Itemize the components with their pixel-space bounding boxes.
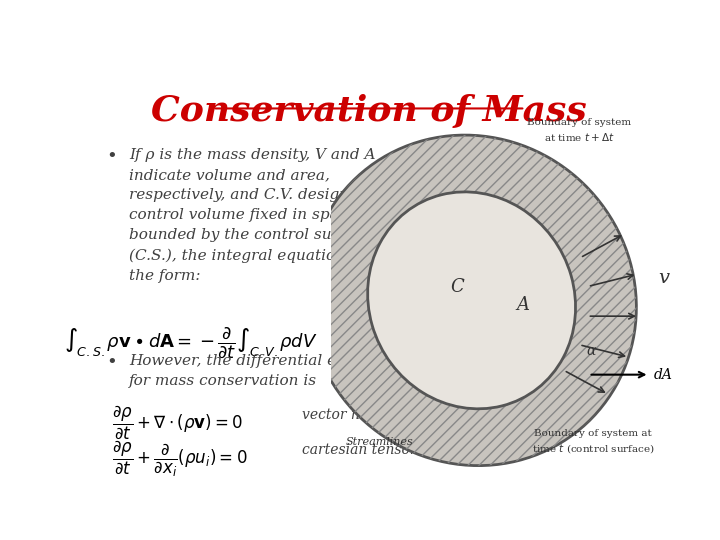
Text: vector notation: vector notation <box>302 408 410 422</box>
Text: Conservation of Mass: Conservation of Mass <box>151 94 587 128</box>
Text: •: • <box>107 148 117 166</box>
Text: time $t$ (control surface): time $t$ (control surface) <box>531 442 655 455</box>
Text: α: α <box>587 344 596 358</box>
Text: $\int_{C.S.} \rho \mathbf{v} \bullet d\mathbf{A} = -\dfrac{\partial}{\partial t}: $\int_{C.S.} \rho \mathbf{v} \bullet d\m… <box>63 325 318 360</box>
Ellipse shape <box>307 135 636 465</box>
Text: at time $t + \Delta t$: at time $t + \Delta t$ <box>544 131 615 143</box>
Text: Boundary of system: Boundary of system <box>527 118 631 127</box>
Text: Streamlines: Streamlines <box>346 437 413 447</box>
Text: A: A <box>516 296 530 314</box>
Text: C: C <box>451 278 464 296</box>
Text: $\dfrac{\partial \rho}{\partial t} + \nabla \cdot (\rho \mathbf{v}) = 0$: $\dfrac{\partial \rho}{\partial t} + \na… <box>112 404 243 441</box>
Ellipse shape <box>368 192 575 409</box>
Text: dA: dA <box>654 368 673 382</box>
Text: $\dfrac{\partial \rho}{\partial t} + \dfrac{\partial}{\partial x_i}(\rho u_i) = : $\dfrac{\partial \rho}{\partial t} + \df… <box>112 439 248 479</box>
Text: v: v <box>658 269 669 287</box>
Text: •: • <box>107 354 117 372</box>
Text: If ρ is the mass density, V and A
indicate volume and area,
respectively, and C.: If ρ is the mass density, V and A indica… <box>129 148 390 283</box>
Text: cartesian tensor notation: cartesian tensor notation <box>302 443 480 457</box>
Text: However, the differential equation
for mass conservation is: However, the differential equation for m… <box>129 354 395 388</box>
Text: Boundary of system at: Boundary of system at <box>534 429 652 438</box>
